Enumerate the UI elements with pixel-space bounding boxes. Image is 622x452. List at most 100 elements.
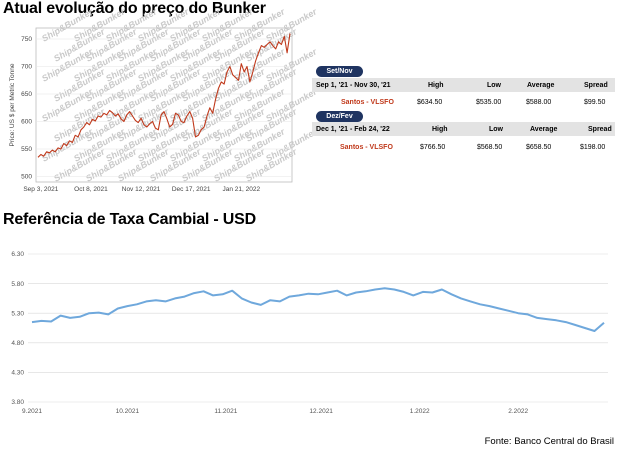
watermark-text: Ship&Bunker	[264, 46, 319, 83]
y-tick-label: 700	[21, 64, 32, 71]
watermark-text: Ship&Bunker	[232, 46, 287, 83]
period-range: Dec 1, '21 - Feb 24, '22	[316, 126, 390, 133]
watermark-text: Ship&Bunker	[136, 46, 191, 83]
period-range: Sep 1, '21 - Nov 30, '21	[316, 82, 391, 89]
y-tick-label: 4.30	[11, 370, 24, 377]
y-tick-label: 650	[21, 91, 32, 98]
watermark-text: Ship&Bunker	[168, 126, 223, 163]
watermark-text: Ship&Bunker	[244, 66, 299, 103]
watermark-text: Ship&Bunker	[180, 66, 235, 103]
exchange-rate-title: Referência de Taxa Cambial - USD	[3, 211, 256, 228]
y-tick-label: 750	[21, 36, 32, 43]
x-tick-label: 12.2021	[309, 408, 333, 415]
watermark-text: Ship&Bunker	[180, 26, 235, 63]
exchange-rate-line	[31, 287, 605, 332]
watermark-text: Ship&Bunker	[212, 106, 267, 143]
watermark-text: Ship&Bunker	[52, 106, 107, 143]
watermark-text: Ship&Bunker	[84, 66, 139, 103]
header-low: Low	[487, 82, 501, 89]
watermark-text: Ship&Bunker	[200, 46, 255, 83]
watermark-text: Ship&Bunker	[104, 86, 159, 123]
y-tick-label: 6.30	[11, 251, 24, 258]
value-spread: $99.50	[584, 99, 606, 106]
table-header-row	[312, 78, 615, 92]
watermark-text: Ship&Bunker	[232, 126, 287, 163]
watermark-text: Ship&Bunker	[52, 146, 107, 183]
watermark-text: Ship&Bunker	[232, 86, 287, 123]
watermark-text: Ship&Bunker	[52, 26, 107, 63]
watermark-text: Ship&Bunker	[52, 66, 107, 103]
y-tick-label: 3.80	[11, 399, 24, 406]
watermark-text: Ship&Bunker	[212, 66, 267, 103]
watermark-text: Ship&Bunker	[264, 86, 319, 123]
bunker-price-line	[37, 33, 291, 158]
header-average: Average	[530, 126, 558, 133]
x-tick-label: 11.2021	[214, 408, 237, 415]
y-tick-label: 500	[21, 174, 32, 181]
y-axis-label: Price: US $ per Metric Tonne	[9, 63, 16, 146]
watermark-text: Ship&Bunker	[116, 146, 171, 183]
watermark-text: Ship&Bunker	[72, 86, 127, 123]
x-tick-label: Oct 8, 2021	[74, 186, 108, 193]
watermark-text: Ship&Bunker	[40, 86, 95, 123]
port-name: Santos - VLSFO	[340, 144, 393, 151]
watermark-text: Ship&Bunker	[72, 126, 127, 163]
source-note: Fonte: Banco Central do Brasil	[484, 436, 614, 447]
header-spread: Spread	[584, 82, 608, 89]
watermark-text: Ship&Bunker	[200, 86, 255, 123]
watermark-text: Ship&Bunker	[148, 66, 203, 103]
watermark-text: Ship&Bunker	[136, 86, 191, 123]
watermark-text: Ship&Bunker	[180, 146, 235, 183]
watermark-text: Ship&Bunker	[148, 26, 203, 63]
y-tick-label: 4.80	[11, 340, 24, 347]
watermark-text: Ship&Bunker	[168, 46, 223, 83]
value-low: $535.00	[476, 99, 502, 106]
x-tick-label: 1.2022	[410, 408, 430, 415]
value-low: $568.50	[477, 144, 503, 151]
y-tick-label: 5.80	[11, 281, 24, 288]
watermark-text: Ship&Bunker	[116, 106, 171, 143]
watermark-text: Ship&Bunker	[148, 146, 203, 183]
y-tick-label: 550	[21, 146, 32, 153]
port-name: Santos - VLSFO	[341, 99, 394, 106]
watermark-text: Ship&Bunker	[168, 86, 223, 123]
x-tick-label: 10.2021	[116, 408, 140, 415]
watermark-text: Ship&Bunker	[180, 106, 235, 143]
period-tag-sep-nov: Set/Nov	[316, 66, 363, 77]
watermark-text: Ship&Bunker	[72, 46, 127, 83]
watermark-text: Ship&Bunker	[40, 126, 95, 163]
x-tick-label: 9.2021	[22, 408, 42, 415]
value-high: $766.50	[420, 144, 446, 151]
watermark-text: Ship&Bunker	[244, 146, 299, 183]
x-tick-label: Nov 12, 2021	[122, 186, 161, 193]
watermark-text: Ship&Bunker	[136, 126, 191, 163]
watermark-text: Ship&Bunker	[104, 126, 159, 163]
value-average: $588.00	[526, 99, 552, 106]
header-high: High	[432, 126, 448, 133]
watermark-text: Ship&Bunker	[212, 146, 267, 183]
watermark-text: Ship&Bunker	[200, 126, 255, 163]
watermark-text: Ship&Bunker	[264, 126, 319, 163]
header-low: Low	[489, 126, 503, 133]
watermark-text: Ship&Bunker	[116, 66, 171, 103]
header-average: Average	[527, 82, 555, 89]
value-average: $658.50	[526, 144, 552, 151]
value-spread: $198.00	[580, 144, 606, 151]
bunker-price-title: Atual evolução do preço do Bunker	[3, 0, 266, 17]
value-high: $634.50	[417, 99, 443, 106]
x-tick-label: Sep 3, 2021	[23, 186, 58, 193]
period-tag-dez-fev: Dez/Fev	[316, 111, 363, 122]
x-tick-label: 2.2022	[508, 408, 528, 415]
header-spread: Spread	[588, 126, 612, 133]
watermark-text: Ship&Bunker	[244, 26, 299, 63]
watermark-text: Ship&Bunker	[264, 6, 319, 43]
watermark-text: Ship&Bunker	[40, 46, 95, 83]
y-tick-label: 5.30	[11, 310, 24, 317]
header-high: High	[428, 82, 444, 89]
watermark-text: Ship&Bunker	[84, 146, 139, 183]
table-header-row	[312, 122, 615, 136]
watermark-text: Ship&Bunker	[84, 26, 139, 63]
bunker-summary-table: Set/Nov Sep 1, '21 - Nov 30, '21 High Lo…	[312, 66, 615, 156]
watermark-text: Ship&Bunker	[148, 106, 203, 143]
x-tick-label: Dec 17, 2021	[172, 186, 211, 193]
